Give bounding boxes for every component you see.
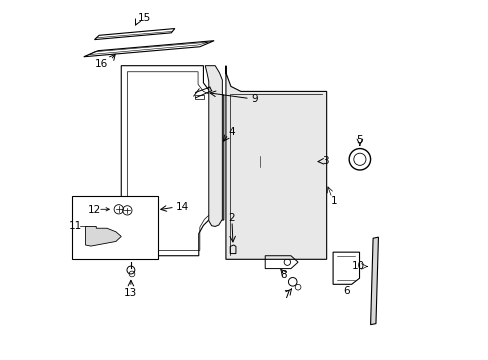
Text: 15: 15 — [138, 13, 151, 23]
Text: 7: 7 — [283, 290, 289, 300]
Text: 3: 3 — [322, 156, 328, 166]
Text: 12: 12 — [87, 205, 101, 215]
Polygon shape — [225, 66, 326, 259]
Text: 1: 1 — [330, 197, 337, 206]
Text: 8: 8 — [279, 270, 286, 280]
Text: 11: 11 — [69, 221, 82, 231]
Text: 9: 9 — [251, 94, 258, 104]
Text: 4: 4 — [227, 127, 234, 137]
Polygon shape — [370, 237, 378, 325]
Bar — [72, 196, 158, 259]
Text: 13: 13 — [124, 288, 137, 297]
Bar — [257, 156, 313, 167]
Text: 16: 16 — [95, 59, 108, 68]
Text: 14: 14 — [176, 202, 189, 212]
Text: 2: 2 — [228, 212, 235, 222]
Text: 5: 5 — [356, 135, 363, 145]
Text: 10: 10 — [351, 261, 364, 271]
Polygon shape — [205, 66, 222, 226]
Polygon shape — [85, 226, 121, 246]
Text: 6: 6 — [342, 287, 349, 296]
